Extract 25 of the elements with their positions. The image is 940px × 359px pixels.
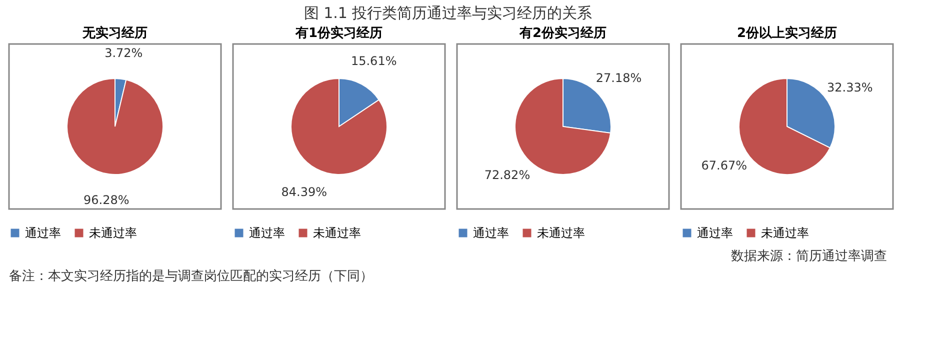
- data-label: 72.82%: [484, 168, 530, 182]
- pie-slice: [66, 78, 164, 175]
- data-label: 96.28%: [83, 192, 130, 207]
- chart-title: 无实习经历: [82, 25, 148, 41]
- legend-label: 未通过率: [761, 226, 809, 240]
- data-label: 67.67%: [701, 158, 747, 172]
- data-label: 3.72%: [104, 46, 143, 60]
- legend-label: 未通过率: [89, 226, 137, 240]
- caption: 图 1.1 投行类简历通过率与实习经历的关系: [304, 4, 592, 22]
- legend-label: 通过率: [473, 226, 509, 240]
- chart-title: 有2份实习经历: [518, 25, 607, 41]
- chart-title: 有1份实习经历: [294, 25, 383, 41]
- legend-label: 通过率: [25, 226, 61, 240]
- legend-label: 通过率: [249, 226, 285, 240]
- data-label: 32.33%: [827, 80, 873, 94]
- chart-title: 2份以上实习经历: [736, 25, 838, 41]
- source-note: 数据来源：简历通过率调查: [731, 248, 887, 264]
- data-label: 84.39%: [281, 184, 328, 199]
- legend-label: 未通过率: [313, 226, 361, 240]
- text: 备注：本文实习经历指的是与调查岗位匹配的实习经历（下同）: [9, 269, 373, 284]
- legend-label: 通过率: [697, 226, 733, 240]
- pie-slice: [290, 78, 388, 175]
- data-label: 27.18%: [596, 70, 642, 85]
- legend-label: 未通过率: [537, 226, 585, 240]
- data-label: 15.61%: [350, 54, 397, 68]
